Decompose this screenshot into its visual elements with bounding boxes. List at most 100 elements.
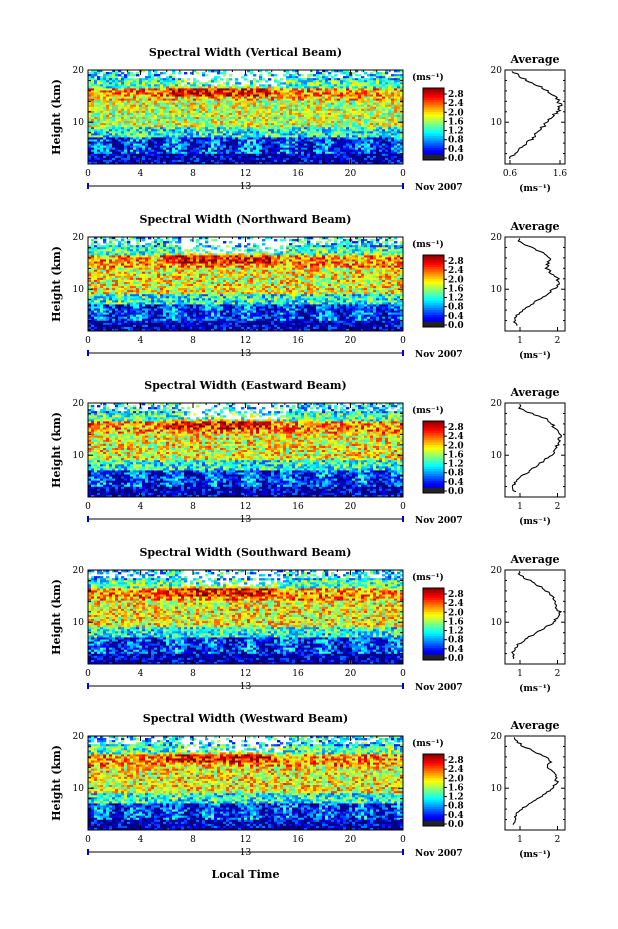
- heatmap-cell: [136, 105, 139, 107]
- heatmap-cell: [337, 107, 340, 109]
- heatmap-cell: [163, 101, 166, 103]
- heatmap-cell: [253, 105, 256, 107]
- heatmap-cell: [244, 101, 247, 103]
- heatmap-cell: [385, 80, 388, 82]
- heatmap-cell: [328, 80, 331, 82]
- heatmap-cell: [316, 105, 319, 107]
- heatmap-cell: [229, 74, 232, 76]
- heatmap-cell: [133, 107, 136, 109]
- heatmap-cell: [190, 103, 193, 105]
- heatmap-cell: [286, 84, 289, 86]
- heatmap-cell: [304, 78, 307, 80]
- heatmap-cell: [397, 97, 400, 99]
- heatmap-cell: [160, 103, 163, 105]
- heatmap-cell: [337, 90, 340, 92]
- heatmap-cell: [295, 80, 298, 82]
- heatmap-cell: [304, 105, 307, 107]
- heatmap-cell: [223, 86, 226, 88]
- heatmap-cell: [313, 78, 316, 80]
- heatmap-cell: [253, 101, 256, 103]
- heatmap-cell: [124, 74, 127, 76]
- panel-0: Spectral Width (Vertical Beam)2010Height…: [50, 46, 567, 194]
- heatmap-cell: [298, 84, 301, 86]
- heatmap-cell: [217, 107, 220, 109]
- heatmap-cell: [205, 95, 208, 97]
- heatmap-cell: [211, 103, 214, 105]
- heatmap-cell: [313, 82, 316, 84]
- heatmap-cell: [145, 95, 148, 97]
- heatmap-cell: [313, 88, 316, 90]
- heatmap-cell: [319, 99, 322, 101]
- heatmap-cell: [319, 101, 322, 103]
- heatmap-cell: [343, 88, 346, 90]
- heatmap-cell: [247, 92, 250, 94]
- heatmap-cell: [364, 105, 367, 107]
- heatmap-cell: [391, 103, 394, 105]
- heatmap-cell: [97, 95, 100, 97]
- heatmap-cell: [142, 82, 145, 84]
- heatmap-cell: [394, 99, 397, 101]
- heatmap-cell: [397, 92, 400, 94]
- heatmap-cell: [184, 101, 187, 103]
- heatmap-cell: [148, 95, 151, 97]
- heatmap-cell: [271, 99, 274, 101]
- heatmap-cell: [133, 92, 136, 94]
- heatmap-cell: [223, 88, 226, 90]
- heatmap-cell: [271, 86, 274, 88]
- heatmap-cell: [373, 92, 376, 94]
- heatmap-cell: [310, 80, 313, 82]
- heatmap-cell: [367, 103, 370, 105]
- heatmap-cell: [118, 74, 121, 76]
- heatmap-cell: [232, 107, 235, 109]
- heatmap-cell: [100, 109, 103, 111]
- heatmap-cell: [283, 101, 286, 103]
- heatmap-cell: [388, 101, 391, 103]
- heatmap-cell: [367, 92, 370, 94]
- heatmap-cell: [148, 109, 151, 111]
- heatmap-cell: [325, 82, 328, 84]
- heatmap-cell: [286, 78, 289, 80]
- heatmap-cell: [361, 103, 364, 105]
- heatmap-cell: [370, 88, 373, 90]
- heatmap-cell: [346, 82, 349, 84]
- heatmap-cell: [202, 97, 205, 99]
- heatmap-cell: [364, 90, 367, 92]
- heatmap-cell: [322, 107, 325, 109]
- heatmap-cell: [232, 95, 235, 97]
- heatmap-cell: [265, 86, 268, 88]
- heatmap-cell: [382, 74, 385, 76]
- heatmap-cell: [370, 95, 373, 97]
- heatmap-cell: [154, 97, 157, 99]
- heatmap-cell: [148, 99, 151, 101]
- heatmap-cell: [202, 90, 205, 92]
- heatmap-cell: [343, 105, 346, 107]
- heatmap-cell: [307, 90, 310, 92]
- heatmap-cell: [244, 88, 247, 90]
- heatmap-cell: [304, 88, 307, 90]
- heatmap-cell: [190, 90, 193, 92]
- heatmap-cell: [202, 103, 205, 105]
- heatmap-cell: [121, 88, 124, 90]
- heatmap-cell: [370, 107, 373, 109]
- heatmap-cell: [118, 103, 121, 105]
- heatmap-cell: [247, 84, 250, 86]
- heatmap-cell: [280, 97, 283, 99]
- heatmap-cell: [397, 84, 400, 86]
- heatmap-cell: [94, 86, 97, 88]
- heatmap-cell: [115, 109, 118, 111]
- heatmap-cell: [163, 105, 166, 107]
- heatmap-cell: [181, 107, 184, 109]
- heatmap-cell: [187, 109, 190, 111]
- heatmap-cell: [139, 90, 142, 92]
- heatmap-cell: [295, 82, 298, 84]
- heatmap-cell: [349, 88, 352, 90]
- heatmap-cell: [121, 107, 124, 109]
- heatmap-cell: [205, 86, 208, 88]
- heatmap-cell: [340, 95, 343, 97]
- heatmap-cell: [205, 92, 208, 94]
- heatmap-cell: [298, 95, 301, 97]
- heatmap-cell: [277, 99, 280, 101]
- heatmap-cell: [112, 74, 115, 76]
- heatmap-cell: [163, 82, 166, 84]
- heatmap-cell: [337, 101, 340, 103]
